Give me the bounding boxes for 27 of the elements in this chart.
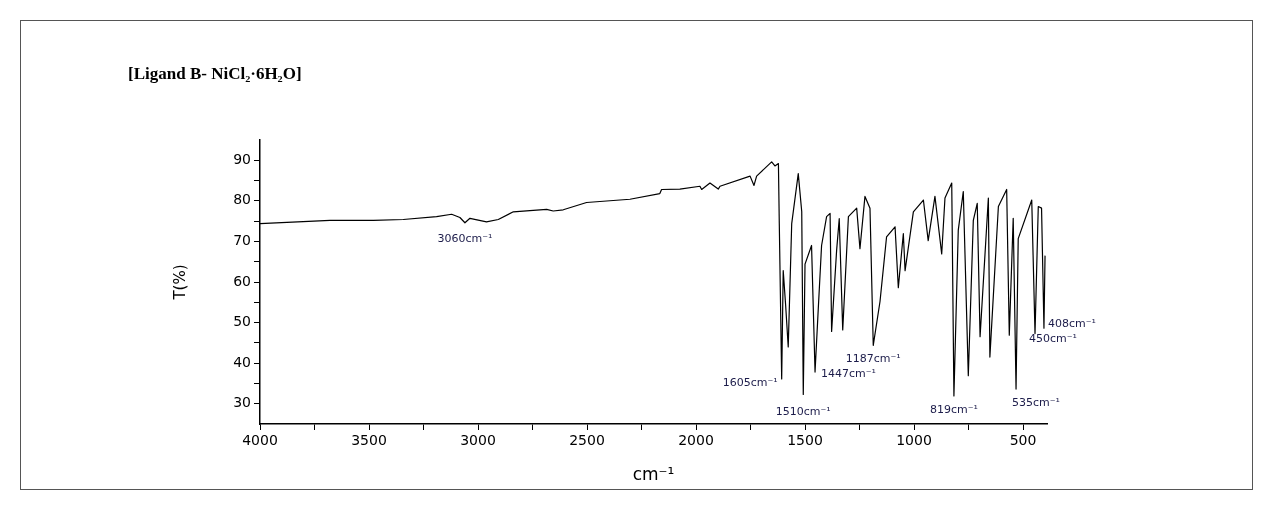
y-tick-label: 70 [233,232,251,249]
annotation: 450cm⁻¹ [1029,332,1077,346]
x-tick-label: 3500 [351,432,387,449]
annotation: 3060cm⁻¹ [437,231,493,245]
annotation: 1510cm⁻¹ [775,405,831,419]
annotation: 1447cm⁻¹ [821,366,877,380]
x-tick-label: 4000 [242,432,278,449]
y-tick-label: 30 [233,394,251,411]
y-tick-label: 80 [233,191,251,208]
annotation: 819cm⁻¹ [929,402,978,416]
y-tick-label: 90 [233,150,251,167]
annotation: 1187cm⁻¹ [845,352,901,366]
x-tick-label: 2000 [678,432,714,449]
x-tick-label: 2500 [569,432,605,449]
annotation: 408cm⁻¹ [1047,317,1096,331]
y-tick-label: 40 [233,353,251,370]
chart-title: [Ligand B- NiCl₂·6H₂O] [128,64,302,84]
y-tick-label: 60 [233,272,251,289]
annotation: 535cm⁻¹ [1012,395,1061,409]
x-tick-label: 3000 [460,432,496,449]
annotation: 1605cm⁻¹ [722,375,778,389]
y-tick-label: 50 [233,313,251,330]
x-axis-title: cm⁻¹ [632,464,675,485]
x-tick-label: 1500 [787,432,823,449]
x-tick-label: 500 [1009,432,1037,449]
y-axis-title: T(%) [170,264,189,301]
x-tick-label: 1000 [896,432,932,449]
